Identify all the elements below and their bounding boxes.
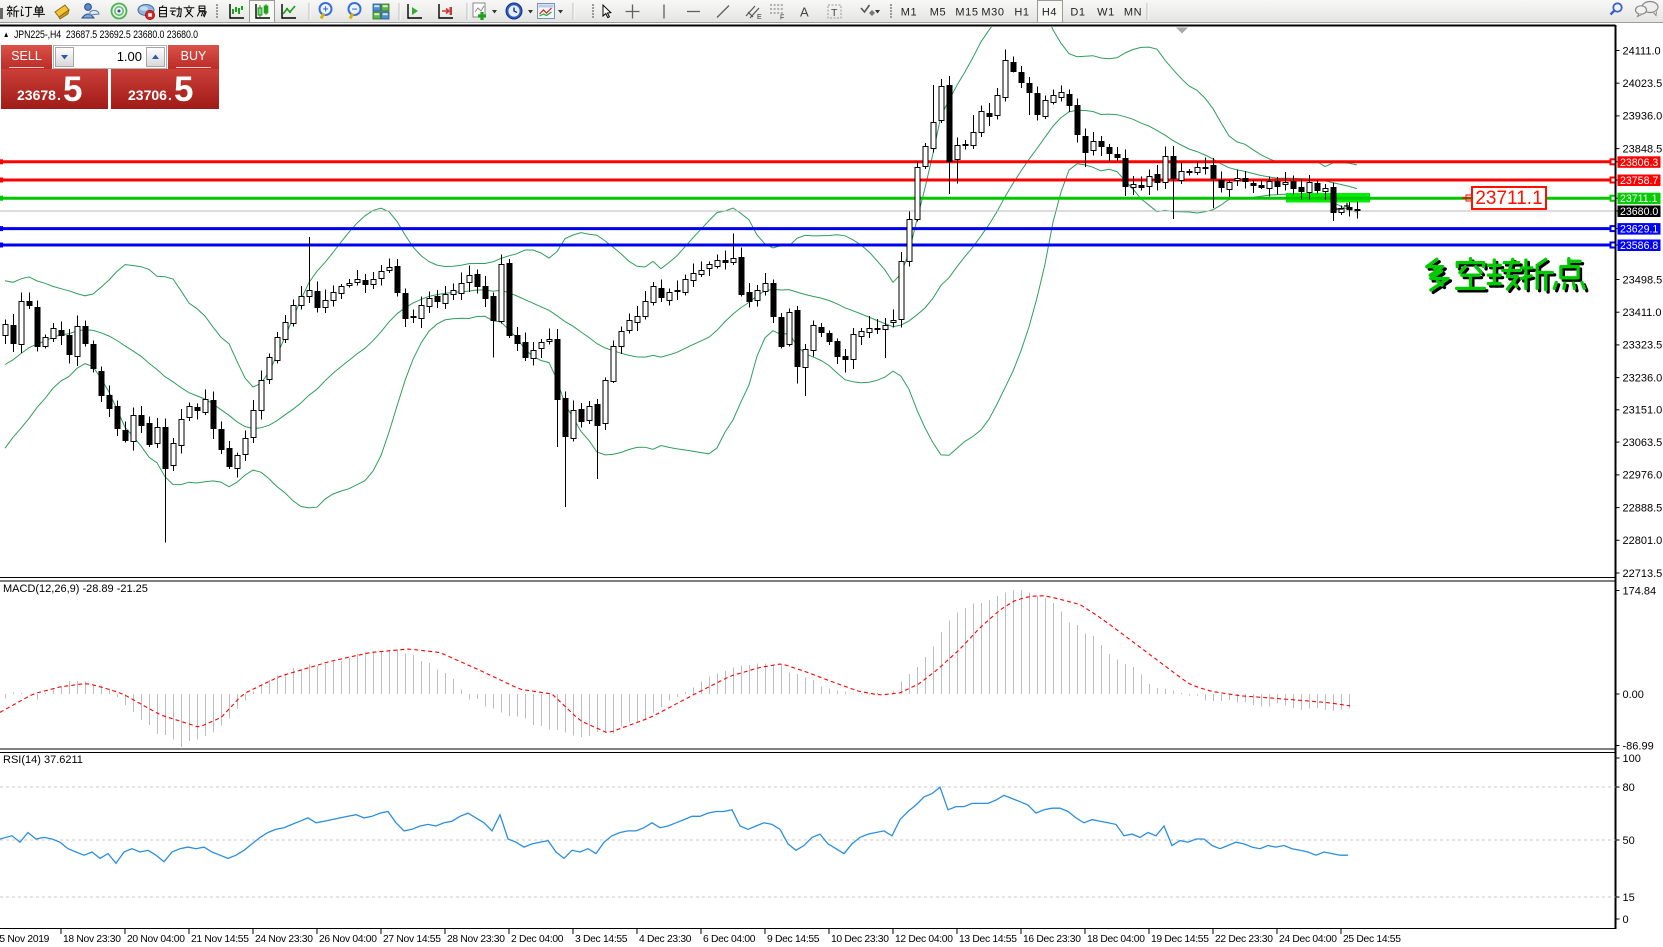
- svg-text:100: 100: [1623, 753, 1641, 765]
- svg-text:0.00: 0.00: [1623, 689, 1644, 701]
- svg-text:12 Dec 04:00: 12 Dec 04:00: [895, 934, 953, 945]
- svg-text:22888.5: 22888.5: [1623, 502, 1663, 514]
- svg-text:9 Dec 14:55: 9 Dec 14:55: [767, 934, 820, 945]
- svg-text:23498.5: 23498.5: [1623, 274, 1663, 286]
- svg-text:23711.1: 23711.1: [1620, 193, 1658, 205]
- svg-text:50: 50: [1623, 835, 1635, 847]
- svg-text:27 Nov 14:55: 27 Nov 14:55: [383, 934, 441, 945]
- svg-text:T: T: [831, 7, 838, 19]
- svg-text:23848.5: 23848.5: [1623, 143, 1663, 155]
- svg-text:24 Nov 23:30: 24 Nov 23:30: [255, 934, 313, 945]
- svg-text:23063.5: 23063.5: [1623, 437, 1663, 449]
- svg-text:22801.0: 22801.0: [1623, 535, 1663, 547]
- svg-text:23711.1: 23711.1: [1475, 188, 1542, 209]
- svg-text:4 Dec 23:30: 4 Dec 23:30: [639, 934, 692, 945]
- svg-text:26 Nov 04:00: 26 Nov 04:00: [319, 934, 377, 945]
- svg-text:23936.0: 23936.0: [1623, 111, 1663, 123]
- svg-text:23151.0: 23151.0: [1623, 405, 1663, 417]
- svg-text:18 Nov 23:30: 18 Nov 23:30: [63, 934, 121, 945]
- svg-text:25 Dec 14:55: 25 Dec 14:55: [1343, 934, 1401, 945]
- svg-text:23806.3: 23806.3: [1620, 157, 1658, 169]
- svg-text:24 Dec 04:00: 24 Dec 04:00: [1279, 934, 1337, 945]
- svg-text:24111.0: 24111.0: [1623, 45, 1661, 57]
- svg-text:16 Dec 23:30: 16 Dec 23:30: [1023, 934, 1081, 945]
- svg-text:W1: W1: [1097, 7, 1115, 19]
- svg-text:15 Nov 2019: 15 Nov 2019: [0, 934, 50, 945]
- svg-text:E: E: [757, 14, 762, 21]
- svg-text:−: −: [352, 5, 358, 16]
- svg-text:F: F: [780, 15, 784, 22]
- svg-text:M30: M30: [981, 7, 1004, 19]
- svg-text:3 Dec 14:55: 3 Dec 14:55: [575, 934, 628, 945]
- svg-text:2 Dec 04:00: 2 Dec 04:00: [511, 934, 564, 945]
- svg-text:MN: MN: [1124, 7, 1142, 19]
- svg-text:22 Dec 23:30: 22 Dec 23:30: [1215, 934, 1273, 945]
- svg-text:A: A: [800, 5, 809, 20]
- svg-text:23758.7: 23758.7: [1620, 175, 1658, 187]
- svg-text:23680.0: 23680.0: [1620, 206, 1658, 218]
- svg-text:H1: H1: [1014, 7, 1029, 19]
- svg-text:22976.0: 22976.0: [1623, 470, 1663, 482]
- svg-text:D1: D1: [1070, 7, 1085, 19]
- svg-text:0: 0: [1623, 914, 1629, 926]
- svg-text:M15: M15: [955, 7, 978, 19]
- svg-text:22713.5: 22713.5: [1623, 568, 1663, 580]
- svg-text:23236.0: 23236.0: [1623, 372, 1663, 384]
- svg-text:23323.5: 23323.5: [1623, 340, 1663, 352]
- svg-text:M5: M5: [930, 7, 946, 19]
- svg-text:13 Dec 14:55: 13 Dec 14:55: [959, 934, 1017, 945]
- svg-text:M1: M1: [901, 7, 917, 19]
- svg-text:-86.99: -86.99: [1623, 740, 1654, 752]
- svg-text:174.84: 174.84: [1623, 585, 1657, 597]
- svg-text:24023.5: 24023.5: [1623, 78, 1663, 90]
- svg-text:10 Dec 23:30: 10 Dec 23:30: [831, 934, 889, 945]
- svg-text:H4: H4: [1042, 7, 1057, 19]
- svg-text:80: 80: [1623, 782, 1635, 794]
- svg-text:23629.1: 23629.1: [1620, 224, 1658, 236]
- svg-text:+: +: [323, 5, 329, 16]
- svg-text:23586.8: 23586.8: [1620, 240, 1658, 252]
- svg-text:23411.0: 23411.0: [1623, 307, 1662, 319]
- svg-text:28 Nov 23:30: 28 Nov 23:30: [447, 934, 505, 945]
- svg-text:15: 15: [1623, 892, 1635, 904]
- svg-text:21 Nov 14:55: 21 Nov 14:55: [191, 934, 249, 945]
- svg-text:20 Nov 04:00: 20 Nov 04:00: [127, 934, 185, 945]
- svg-text:18 Dec 04:00: 18 Dec 04:00: [1087, 934, 1145, 945]
- svg-text:19 Dec 14:55: 19 Dec 14:55: [1151, 934, 1209, 945]
- svg-text:6 Dec 04:00: 6 Dec 04:00: [703, 934, 756, 945]
